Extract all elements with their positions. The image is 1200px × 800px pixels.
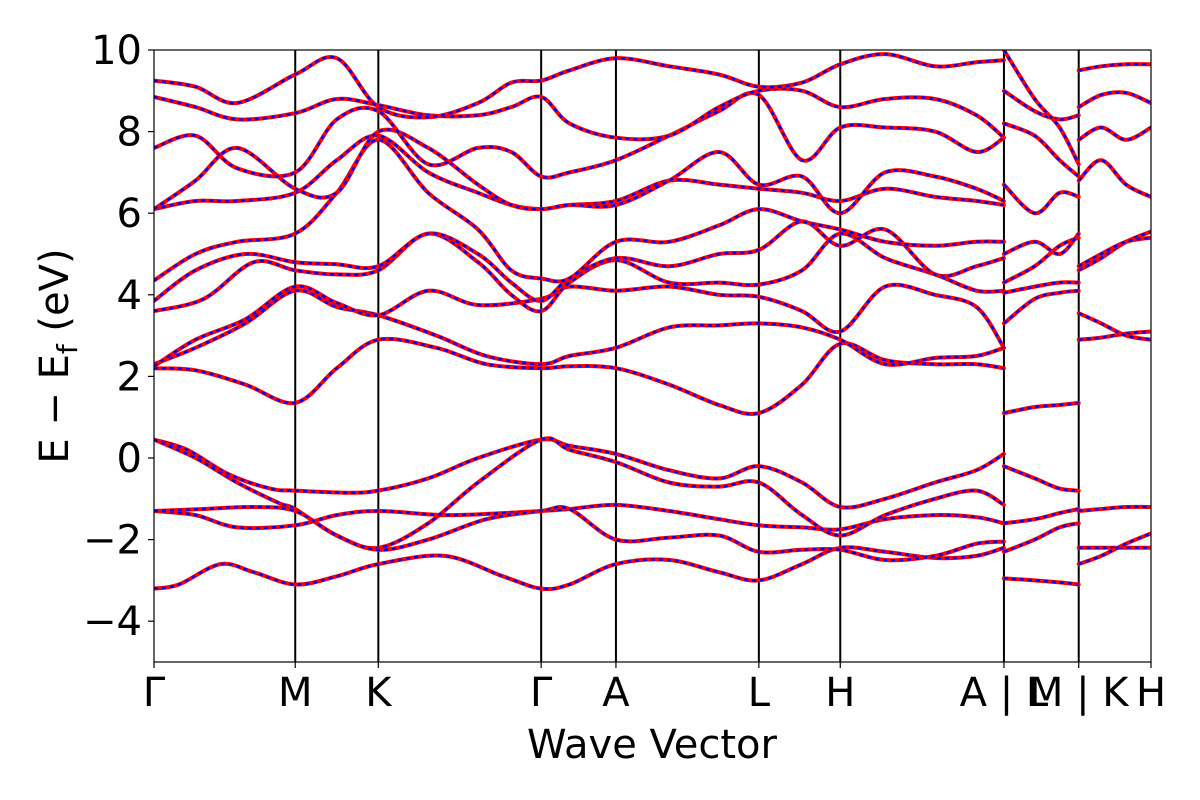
y-tick-label: 6 xyxy=(117,191,142,237)
x-tick-label: A | L xyxy=(960,670,1049,716)
band-line-solid xyxy=(154,502,1006,532)
y-axis-title: E − Ef (eV) xyxy=(32,248,84,463)
band-line-dashed xyxy=(1003,289,1079,325)
x-tick-label: H xyxy=(825,670,855,716)
band-line-dashed xyxy=(154,546,1005,591)
band-line-dashed xyxy=(1003,401,1079,415)
y-axis-ticks: −4 −2 0 2 4 6 8 10 xyxy=(83,28,154,645)
y-tick-label: 8 xyxy=(117,110,142,156)
band-line-dashed xyxy=(154,220,1005,303)
band-line-solid xyxy=(154,336,1006,416)
band-line-dashed xyxy=(1003,577,1079,586)
x-axis-title: Wave Vector xyxy=(527,722,778,768)
plot-frame xyxy=(153,49,1152,663)
x-tick-label: Γ xyxy=(530,670,553,716)
band-line-dashed xyxy=(154,52,1004,119)
band-line-dashed xyxy=(1078,532,1151,566)
kpoint-lines xyxy=(294,50,1080,662)
bands xyxy=(154,50,1151,592)
band-line-dashed xyxy=(1003,281,1079,295)
band-line-dashed xyxy=(154,437,1005,509)
x-tick-label: K xyxy=(365,670,393,716)
y-tick-label: −2 xyxy=(83,518,142,564)
band-line-dashed xyxy=(1078,330,1151,341)
y-tick-label: −4 xyxy=(83,599,142,645)
band-line-dashed xyxy=(1003,522,1079,553)
x-tick-label: H xyxy=(1136,670,1166,716)
band-line-dashed xyxy=(1078,126,1151,142)
band-line-dashed xyxy=(1078,505,1151,513)
band-line-dashed xyxy=(154,232,1004,313)
band-line-dashed xyxy=(154,91,1005,179)
band-line-dashed xyxy=(1078,312,1151,341)
band-line-solid xyxy=(1001,464,1081,493)
y-axis-title-unit: (eV) xyxy=(32,248,78,344)
band-line-dashed xyxy=(1078,230,1151,272)
y-axis-title-main: E − E xyxy=(32,354,78,464)
band-line-solid xyxy=(1001,507,1081,526)
band-line-dashed xyxy=(1078,90,1151,109)
y-axis-title-subscript: f xyxy=(51,343,84,354)
y-tick-label: 10 xyxy=(91,28,142,74)
y-tick-label: 2 xyxy=(117,354,142,400)
band-line-dashed xyxy=(154,138,1004,283)
band-line-dashed xyxy=(1003,232,1080,256)
x-tick-label: M | K xyxy=(1029,670,1130,716)
band-line-solid xyxy=(154,86,1006,142)
x-tick-label: M xyxy=(278,670,313,716)
x-tick-label: L xyxy=(748,670,771,716)
band-line-dashed xyxy=(154,283,1005,368)
x-tick-label: Γ xyxy=(143,670,166,716)
band-line-dashed xyxy=(1078,62,1151,72)
band-line-dashed xyxy=(1077,158,1151,199)
band-line-dashed xyxy=(1003,183,1080,215)
band-line-dashed xyxy=(1002,50,1080,165)
y-tick-label: 0 xyxy=(117,436,142,482)
band-line-dashed xyxy=(1003,122,1080,178)
x-tick-label: A xyxy=(602,670,630,716)
y-tick-label: 4 xyxy=(117,273,142,319)
band-line-dashed xyxy=(154,437,1005,550)
band-line-dashed xyxy=(154,128,1005,215)
band-line-dashed xyxy=(154,289,1005,367)
band-line-dashed xyxy=(1003,236,1080,284)
band-line-dashed xyxy=(1078,236,1151,268)
band-line-dashed xyxy=(154,505,1005,562)
